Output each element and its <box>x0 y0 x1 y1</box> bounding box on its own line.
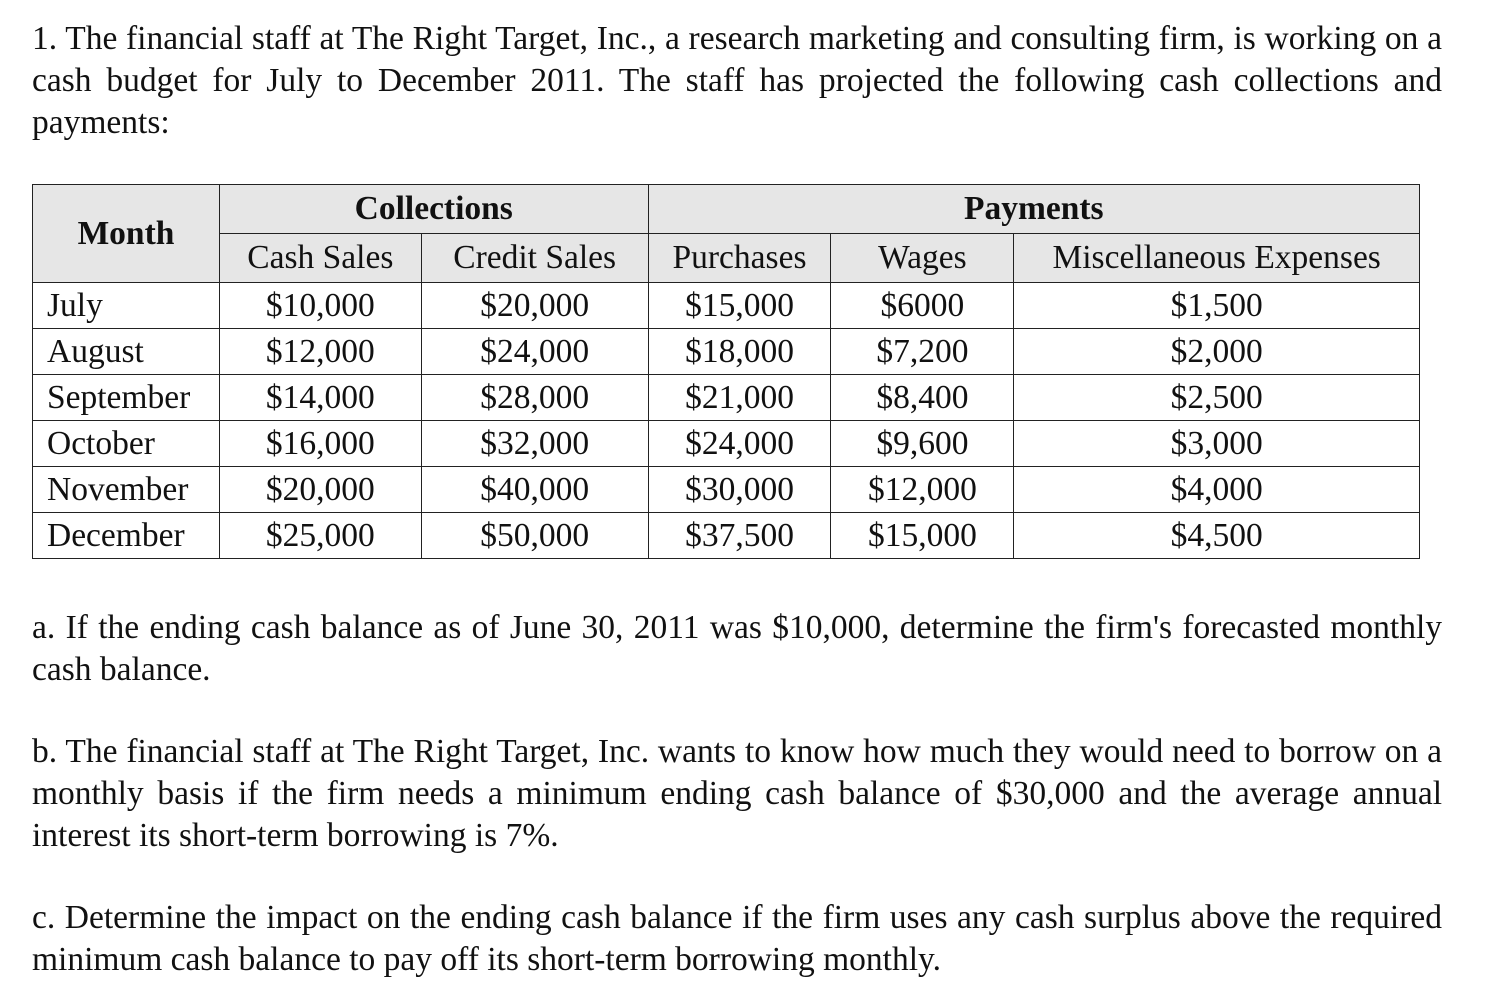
cash-sales-cell: $20,000 <box>218 466 422 513</box>
month-cell: December <box>32 512 220 559</box>
cash-sales-cell: $10,000 <box>218 282 422 329</box>
cash-sales-cell: $25,000 <box>218 512 422 559</box>
problem-intro: 1. The financial staff at The Right Targ… <box>32 20 1442 141</box>
purchases-cell: $18,000 <box>647 328 832 375</box>
misc-expenses-cell: $3,000 <box>1013 420 1420 467</box>
question-a: a. If the ending cash balance as of June… <box>32 609 1442 688</box>
wages-cell: $7,200 <box>830 328 1015 375</box>
purchases-cell: $37,500 <box>647 512 832 559</box>
table-row: November $20,000 $40,000 $30,000 $12,000… <box>32 466 1420 513</box>
table-column-header-row: Cash Sales Credit Sales Purchases Wages … <box>33 233 1420 283</box>
month-cell: August <box>32 328 220 375</box>
month-cell: October <box>32 420 220 467</box>
credit-sales-column-header: Credit Sales <box>420 233 649 283</box>
purchases-cell: $15,000 <box>647 282 832 329</box>
table-row: October $16,000 $32,000 $24,000 $9,600 $… <box>32 420 1420 467</box>
wages-cell: $15,000 <box>830 512 1015 559</box>
credit-sales-cell: $40,000 <box>420 466 649 513</box>
misc-expenses-cell: $4,000 <box>1013 466 1420 513</box>
wages-cell: $8,400 <box>830 374 1015 421</box>
credit-sales-cell: $50,000 <box>420 512 649 559</box>
payments-group-header: Payments <box>647 184 1421 234</box>
credit-sales-cell: $20,000 <box>420 282 649 329</box>
wages-cell: $12,000 <box>830 466 1015 513</box>
month-cell: July <box>32 282 220 329</box>
table-row: August $12,000 $24,000 $18,000 $7,200 $2… <box>32 328 1420 375</box>
wages-column-header: Wages <box>830 233 1015 283</box>
month-cell: September <box>32 374 220 421</box>
cash-sales-cell: $12,000 <box>218 328 422 375</box>
cash-sales-cell: $16,000 <box>218 420 422 467</box>
misc-expenses-cell: $2,500 <box>1013 374 1420 421</box>
misc-expenses-cell: $2,000 <box>1013 328 1420 375</box>
credit-sales-cell: $32,000 <box>420 420 649 467</box>
table-row: July $10,000 $20,000 $15,000 $6000 $1,50… <box>32 282 1420 329</box>
table-row: December $25,000 $50,000 $37,500 $15,000… <box>32 512 1420 559</box>
misc-expenses-column-header: Miscellaneous Expenses <box>1013 233 1420 283</box>
credit-sales-cell: $24,000 <box>420 328 649 375</box>
question-b: b. The financial staff at The Right Targ… <box>32 733 1442 854</box>
collections-group-header: Collections <box>218 184 649 234</box>
wages-cell: $9,600 <box>830 420 1015 467</box>
month-cell: November <box>32 466 220 513</box>
cash-sales-column-header: Cash Sales <box>218 233 422 283</box>
purchases-cell: $21,000 <box>647 374 832 421</box>
credit-sales-cell: $28,000 <box>420 374 649 421</box>
misc-expenses-cell: $4,500 <box>1013 512 1420 559</box>
cash-sales-cell: $14,000 <box>218 374 422 421</box>
purchases-cell: $30,000 <box>647 466 832 513</box>
table-row: September $14,000 $28,000 $21,000 $8,400… <box>32 374 1420 421</box>
table-group-header-row: Month Collections Payments <box>32 184 1421 283</box>
question-c: c. Determine the impact on the ending ca… <box>32 899 1442 978</box>
month-column-header: Month <box>32 184 220 283</box>
purchases-column-header: Purchases <box>647 233 832 283</box>
purchases-cell: $24,000 <box>647 420 832 467</box>
cash-budget-table: Month Collections Payments Cash Sales Cr… <box>32 184 1421 559</box>
misc-expenses-cell: $1,500 <box>1013 282 1420 329</box>
wages-cell: $6000 <box>830 282 1015 329</box>
